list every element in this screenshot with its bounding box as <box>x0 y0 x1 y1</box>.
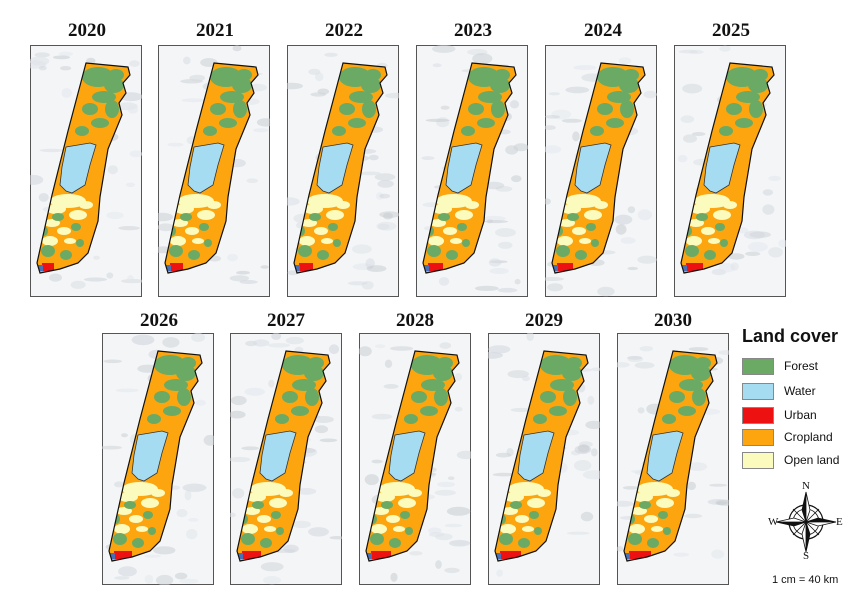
year-title-2023: 2023 <box>454 20 492 41</box>
legend-swatch-cropland <box>742 429 774 446</box>
map-panel-2026 <box>102 333 214 585</box>
legend-label-water: Water <box>784 384 816 398</box>
year-title-2025: 2025 <box>712 20 750 41</box>
map-panel-2025 <box>674 45 786 297</box>
year-title-2024: 2024 <box>584 20 622 41</box>
year-title-2027: 2027 <box>267 310 305 331</box>
map-panel-2027 <box>230 333 342 585</box>
year-title-2021: 2021 <box>196 20 234 41</box>
year-title-2020: 2020 <box>68 20 106 41</box>
scale-label: 1 cm = 40 km <box>772 574 839 586</box>
compass-rose-icon: N S E W <box>766 480 846 567</box>
legend-label-urban: Urban <box>784 408 817 422</box>
map-panel-2029 <box>488 333 600 585</box>
map-panel-2030 <box>617 333 729 585</box>
map-panel-2022 <box>287 45 399 297</box>
map-panel-2023 <box>416 45 528 297</box>
legend-label-forest: Forest <box>784 359 819 373</box>
legend-swatch-water <box>742 383 774 400</box>
year-title-2022: 2022 <box>325 20 363 41</box>
compass-south-label: S <box>803 550 810 562</box>
map-panel-2020 <box>30 45 142 297</box>
compass-west-label: W <box>768 516 779 528</box>
year-title-2030: 2030 <box>654 310 692 331</box>
year-title-2028: 2028 <box>396 310 434 331</box>
legend-label-cropland: Cropland <box>784 430 833 444</box>
legend-swatch-open-land <box>742 452 774 469</box>
map-panel-2028 <box>359 333 471 585</box>
year-title-2026: 2026 <box>140 310 178 331</box>
legend-swatch-forest <box>742 358 774 375</box>
year-title-2029: 2029 <box>525 310 563 331</box>
legend-label-open-land: Open land <box>784 453 840 467</box>
legend-title: Land cover <box>742 326 839 346</box>
map-panel-2024 <box>545 45 657 297</box>
compass-east-label: E <box>836 516 843 528</box>
map-panel-2021 <box>158 45 270 297</box>
legend-swatch-urban <box>742 407 774 424</box>
compass-north-label: N <box>802 480 810 492</box>
